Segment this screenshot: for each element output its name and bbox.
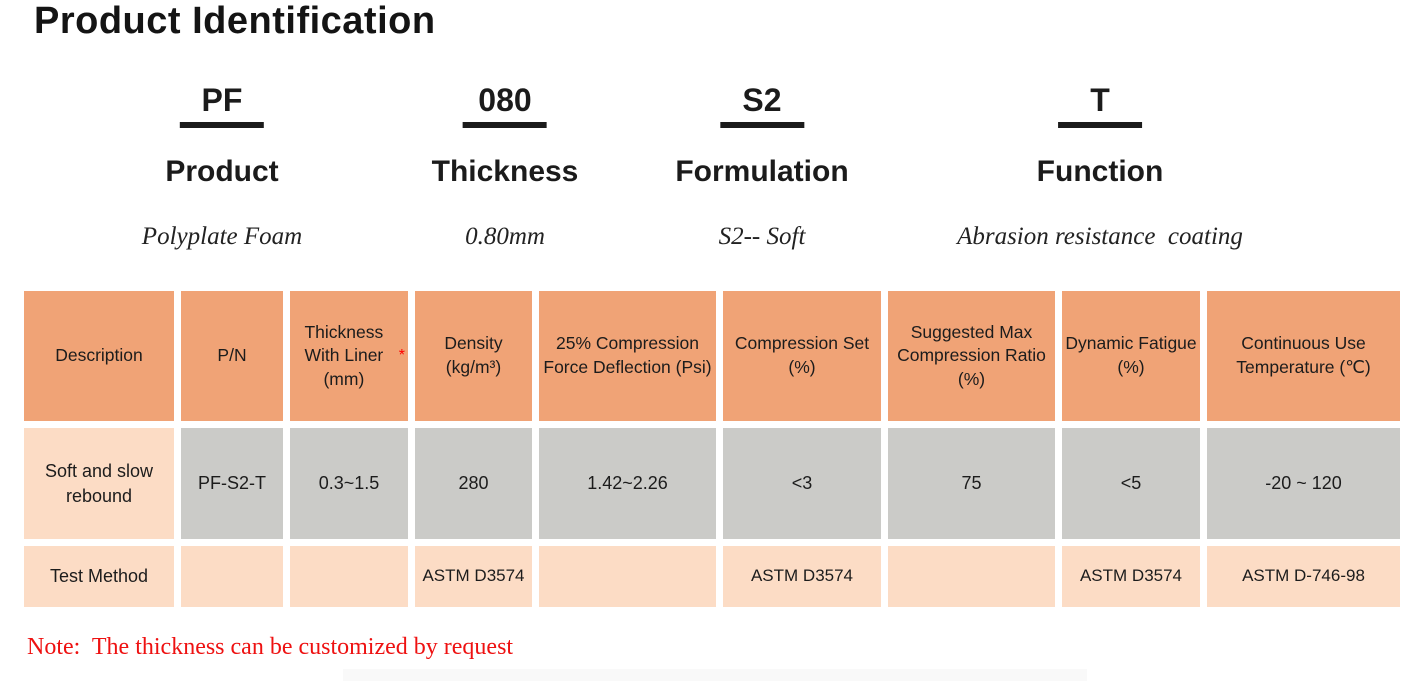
- code-column-function: T Function Abrasion resistance coating: [957, 84, 1243, 250]
- col-header-compression-force-deflection: 25% Compression Force Deflection (Psi): [539, 291, 716, 421]
- page-title: Product Identification: [34, 0, 436, 42]
- cell-test-method-dynamic-fatigue: ASTM D3574: [1062, 546, 1200, 607]
- cell-test-method-thickness: [290, 546, 408, 607]
- col-header-continuous-use-temperature: Continuous Use Temperature (℃): [1207, 291, 1400, 421]
- code-value: T: [1090, 82, 1110, 118]
- code-column-formulation: S2 Formulation S2-- Soft: [675, 84, 848, 250]
- col-header-dynamic-fatigue: Dynamic Fatigue (%): [1062, 291, 1200, 421]
- code-underline: [462, 122, 547, 128]
- cell-pn: PF-S2-T: [181, 428, 283, 539]
- cell-max-compression-ratio: 75: [888, 428, 1055, 539]
- code-value: PF: [201, 82, 243, 118]
- code-underline: [1057, 122, 1142, 128]
- cell-test-method-density: ASTM D3574: [415, 546, 532, 607]
- code-underline: [719, 122, 804, 128]
- spec-table: Description P/N Thickness With Liner (mm…: [24, 291, 1400, 607]
- code-value: 080: [478, 82, 532, 118]
- cell-dynamic-fatigue: <5: [1062, 428, 1200, 539]
- cell-test-method-temperature: ASTM D-746-98: [1207, 546, 1400, 607]
- cell-continuous-use-temperature: -20 ~ 120: [1207, 428, 1400, 539]
- cell-compression-set: <3: [723, 428, 881, 539]
- col-header-thickness-with-liner: Thickness With Liner (mm) *: [290, 291, 408, 421]
- cell-compression-force-deflection: 1.42~2.26: [539, 428, 716, 539]
- code-underline: [179, 122, 264, 128]
- cell-thickness-with-liner: 0.3~1.5: [290, 428, 408, 539]
- cell-test-method-cfd: [539, 546, 716, 607]
- thickness-note: Note: The thickness can be customized by…: [27, 634, 514, 660]
- required-asterisk: *: [398, 347, 405, 365]
- code-label: Product: [165, 155, 279, 188]
- cell-description: Soft and slow rebound: [24, 428, 174, 539]
- code-meaning: Polyplate Foam: [141, 223, 303, 250]
- cell-test-method-pn: [181, 546, 283, 607]
- code-value: S2: [742, 82, 782, 118]
- code-label: Formulation: [675, 155, 849, 188]
- col-header-compression-set: Compression Set (%): [723, 291, 881, 421]
- col-header-pn: P/N: [181, 291, 283, 421]
- partial-next-section-strip: [343, 669, 1087, 681]
- cell-test-method-label: Test Method: [24, 546, 174, 607]
- code-column-product: PF Product Polyplate Foam: [142, 84, 302, 250]
- code-label: Thickness: [431, 155, 579, 188]
- cell-test-method-compression-set: ASTM D3574: [723, 546, 881, 607]
- code-meaning: S2-- Soft: [718, 223, 806, 250]
- code-meaning: 0.80mm: [465, 223, 545, 250]
- cell-test-method-max-ratio: [888, 546, 1055, 607]
- code-label: Function: [1036, 155, 1164, 188]
- col-header-description: Description: [24, 291, 174, 421]
- col-header-thickness-text: Thickness With Liner (mm): [304, 321, 384, 389]
- col-header-density: Density (kg/m³): [415, 291, 532, 421]
- code-column-thickness: 080 Thickness 0.80mm: [432, 84, 579, 250]
- col-header-max-compression-ratio: Suggested Max Compression Ratio (%): [888, 291, 1055, 421]
- cell-density: 280: [415, 428, 532, 539]
- code-meaning: Abrasion resistance coating: [957, 223, 1243, 250]
